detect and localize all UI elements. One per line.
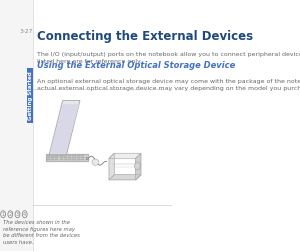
Bar [55,159,58,160]
Bar [55,155,58,156]
Bar [64,157,67,158]
Bar [55,157,58,158]
Polygon shape [46,154,88,161]
Text: Using the External Optical Storage Device: Using the External Optical Storage Devic… [37,61,235,70]
Circle shape [135,162,140,170]
Polygon shape [109,153,141,159]
Bar [73,155,76,156]
Bar [77,155,80,156]
Bar [60,159,63,160]
Bar [51,157,54,158]
Bar [73,159,76,160]
Bar [60,157,63,158]
Ellipse shape [92,159,99,165]
Bar [68,157,71,158]
Text: The I/O (input/output) ports on the notebook allow you to connect peripheral dev: The I/O (input/output) ports on the note… [37,52,300,64]
Polygon shape [109,175,141,180]
Bar [77,159,80,160]
Bar [64,155,67,156]
Circle shape [136,164,139,169]
Bar [51,155,54,156]
Bar [68,159,71,160]
Bar [68,155,71,156]
Text: 1: 1 [2,212,5,217]
Text: The devices shown in the
reference figures here may
be different from the device: The devices shown in the reference figur… [3,220,80,245]
Text: 4: 4 [23,212,26,217]
Text: An optional external optical storage device may come with the package of the not: An optional external optical storage dev… [37,79,300,91]
Bar [60,155,63,156]
Bar [64,159,67,160]
Text: 3-27: 3-27 [20,29,33,34]
Polygon shape [86,157,88,160]
Text: 3: 3 [16,212,19,217]
Bar [81,155,84,156]
Bar [47,155,50,156]
Text: Getting Started: Getting Started [28,71,33,120]
Polygon shape [51,105,78,153]
Polygon shape [109,153,114,180]
Polygon shape [49,101,80,156]
Polygon shape [136,153,141,180]
Bar [0,0,34,251]
Bar [47,159,50,160]
Bar [73,157,76,158]
Text: 2: 2 [9,212,12,217]
Bar [27,68,34,123]
Bar [81,159,84,160]
Bar [77,157,80,158]
Bar [51,159,54,160]
Bar [47,157,50,158]
Text: Connecting the External Devices: Connecting the External Devices [37,30,253,43]
Bar [81,157,84,158]
